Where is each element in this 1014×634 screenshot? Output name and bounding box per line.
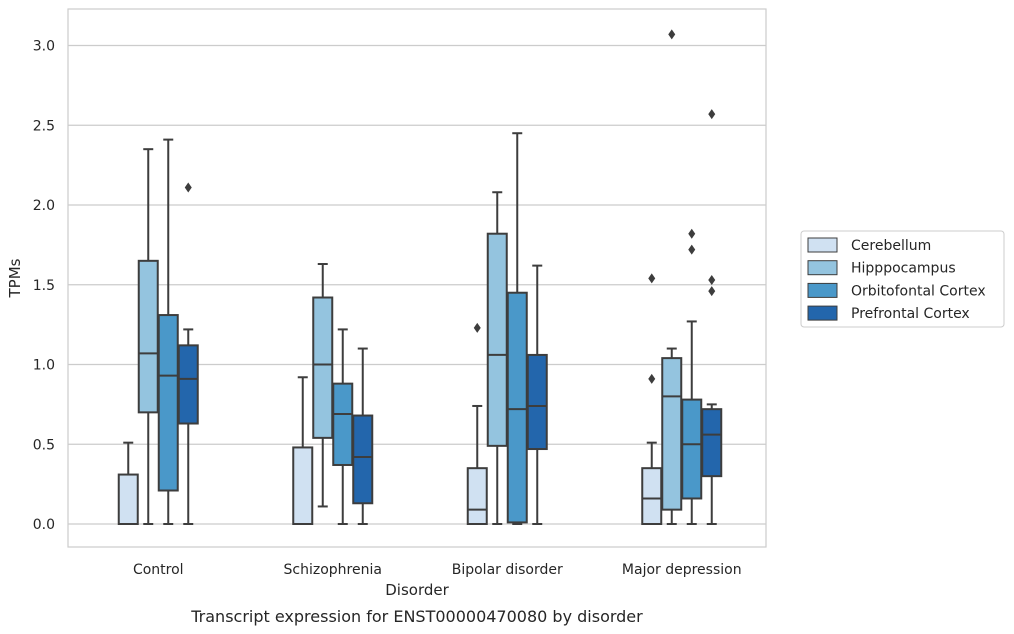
legend-swatch [807,282,838,298]
x-tick-label: Schizophrenia [284,562,382,578]
y-tick-label: 0.5 [33,437,55,453]
iqr-box [157,314,179,492]
legend-swatch [807,237,838,253]
iqr-box [137,259,159,414]
x-tick-label: Major depression [622,562,742,578]
chart-caption: Transcript expression for ENST0000047008… [190,607,643,626]
x-axis-title: Disorder [385,581,449,599]
legend-swatch [807,260,838,276]
outlier-point [668,29,676,40]
legend-frame [800,230,1005,328]
iqr-box [332,382,354,466]
iqr-box [641,467,663,525]
iqr-box [661,357,683,511]
y-tick-label: 2.5 [33,118,55,134]
outlier-point [708,274,716,285]
iqr-box [292,446,314,525]
iqr-box [466,467,488,525]
box-prefrontal-cortex-bipolar-disorder [526,264,548,525]
box-orbitofontal-cortex-schizophrenia [332,328,354,525]
legend-label: Cerebellum [851,238,931,254]
iqr-box [177,344,199,425]
outlier-point [648,373,656,384]
y-tick-label: 3.0 [33,39,55,55]
iqr-box [312,296,334,439]
iqr-box [486,232,508,447]
iqr-box [117,473,139,525]
box-prefrontal-cortex-control [177,182,199,525]
legend: Cerebellum Hipppocampus Orbitofontal Corte… [800,230,1005,328]
iqr-box [701,408,723,478]
legend-label: Orbitofontal Cortex [851,283,986,299]
legend-label: Prefrontal Cortex [851,306,970,322]
iqr-box [526,353,548,451]
legend-label: Hipppocampus [851,261,956,277]
y-axis-ticks: 0.0 0.5 1.0 1.5 2.0 2.5 3.0 [33,39,55,534]
box-cerebellum-control [117,441,139,525]
y-tick-label: 1.0 [33,358,55,374]
y-axis-title: TPMs [6,258,24,298]
box-hipppocampus-schizophrenia [312,263,334,508]
box-prefrontal-cortex-major-depression [701,109,723,525]
box-prefrontal-cortex-schizophrenia [352,347,374,525]
y-tick-label: 2.0 [33,198,55,214]
iqr-box [681,398,703,500]
x-tick-label: Control [133,562,184,578]
outlier-point [708,109,716,120]
box-orbitofontal-cortex-major-depression [681,228,703,525]
iqr-box [352,414,374,505]
x-tick-label: Bipolar disorder [452,562,563,578]
outlier-point [648,273,656,284]
x-axis-ticks: Control Schizophrenia Bipolar disorder Majo… [133,562,742,578]
outlier-point [473,322,481,333]
plot-area-frame [67,8,767,548]
outlier-point [688,228,696,239]
outlier-point [708,286,716,297]
box-orbitofontal-cortex-control [157,138,179,525]
iqr-box [506,291,528,524]
box-cerebellum-bipolar-disorder [466,322,488,525]
y-tick-label: 0.0 [33,517,55,533]
outlier-point [184,182,192,193]
y-tick-label: 1.5 [33,278,55,294]
outlier-point [688,244,696,255]
box-cerebellum-schizophrenia [292,376,314,525]
box-groups [117,29,723,525]
legend-swatch [807,305,838,321]
